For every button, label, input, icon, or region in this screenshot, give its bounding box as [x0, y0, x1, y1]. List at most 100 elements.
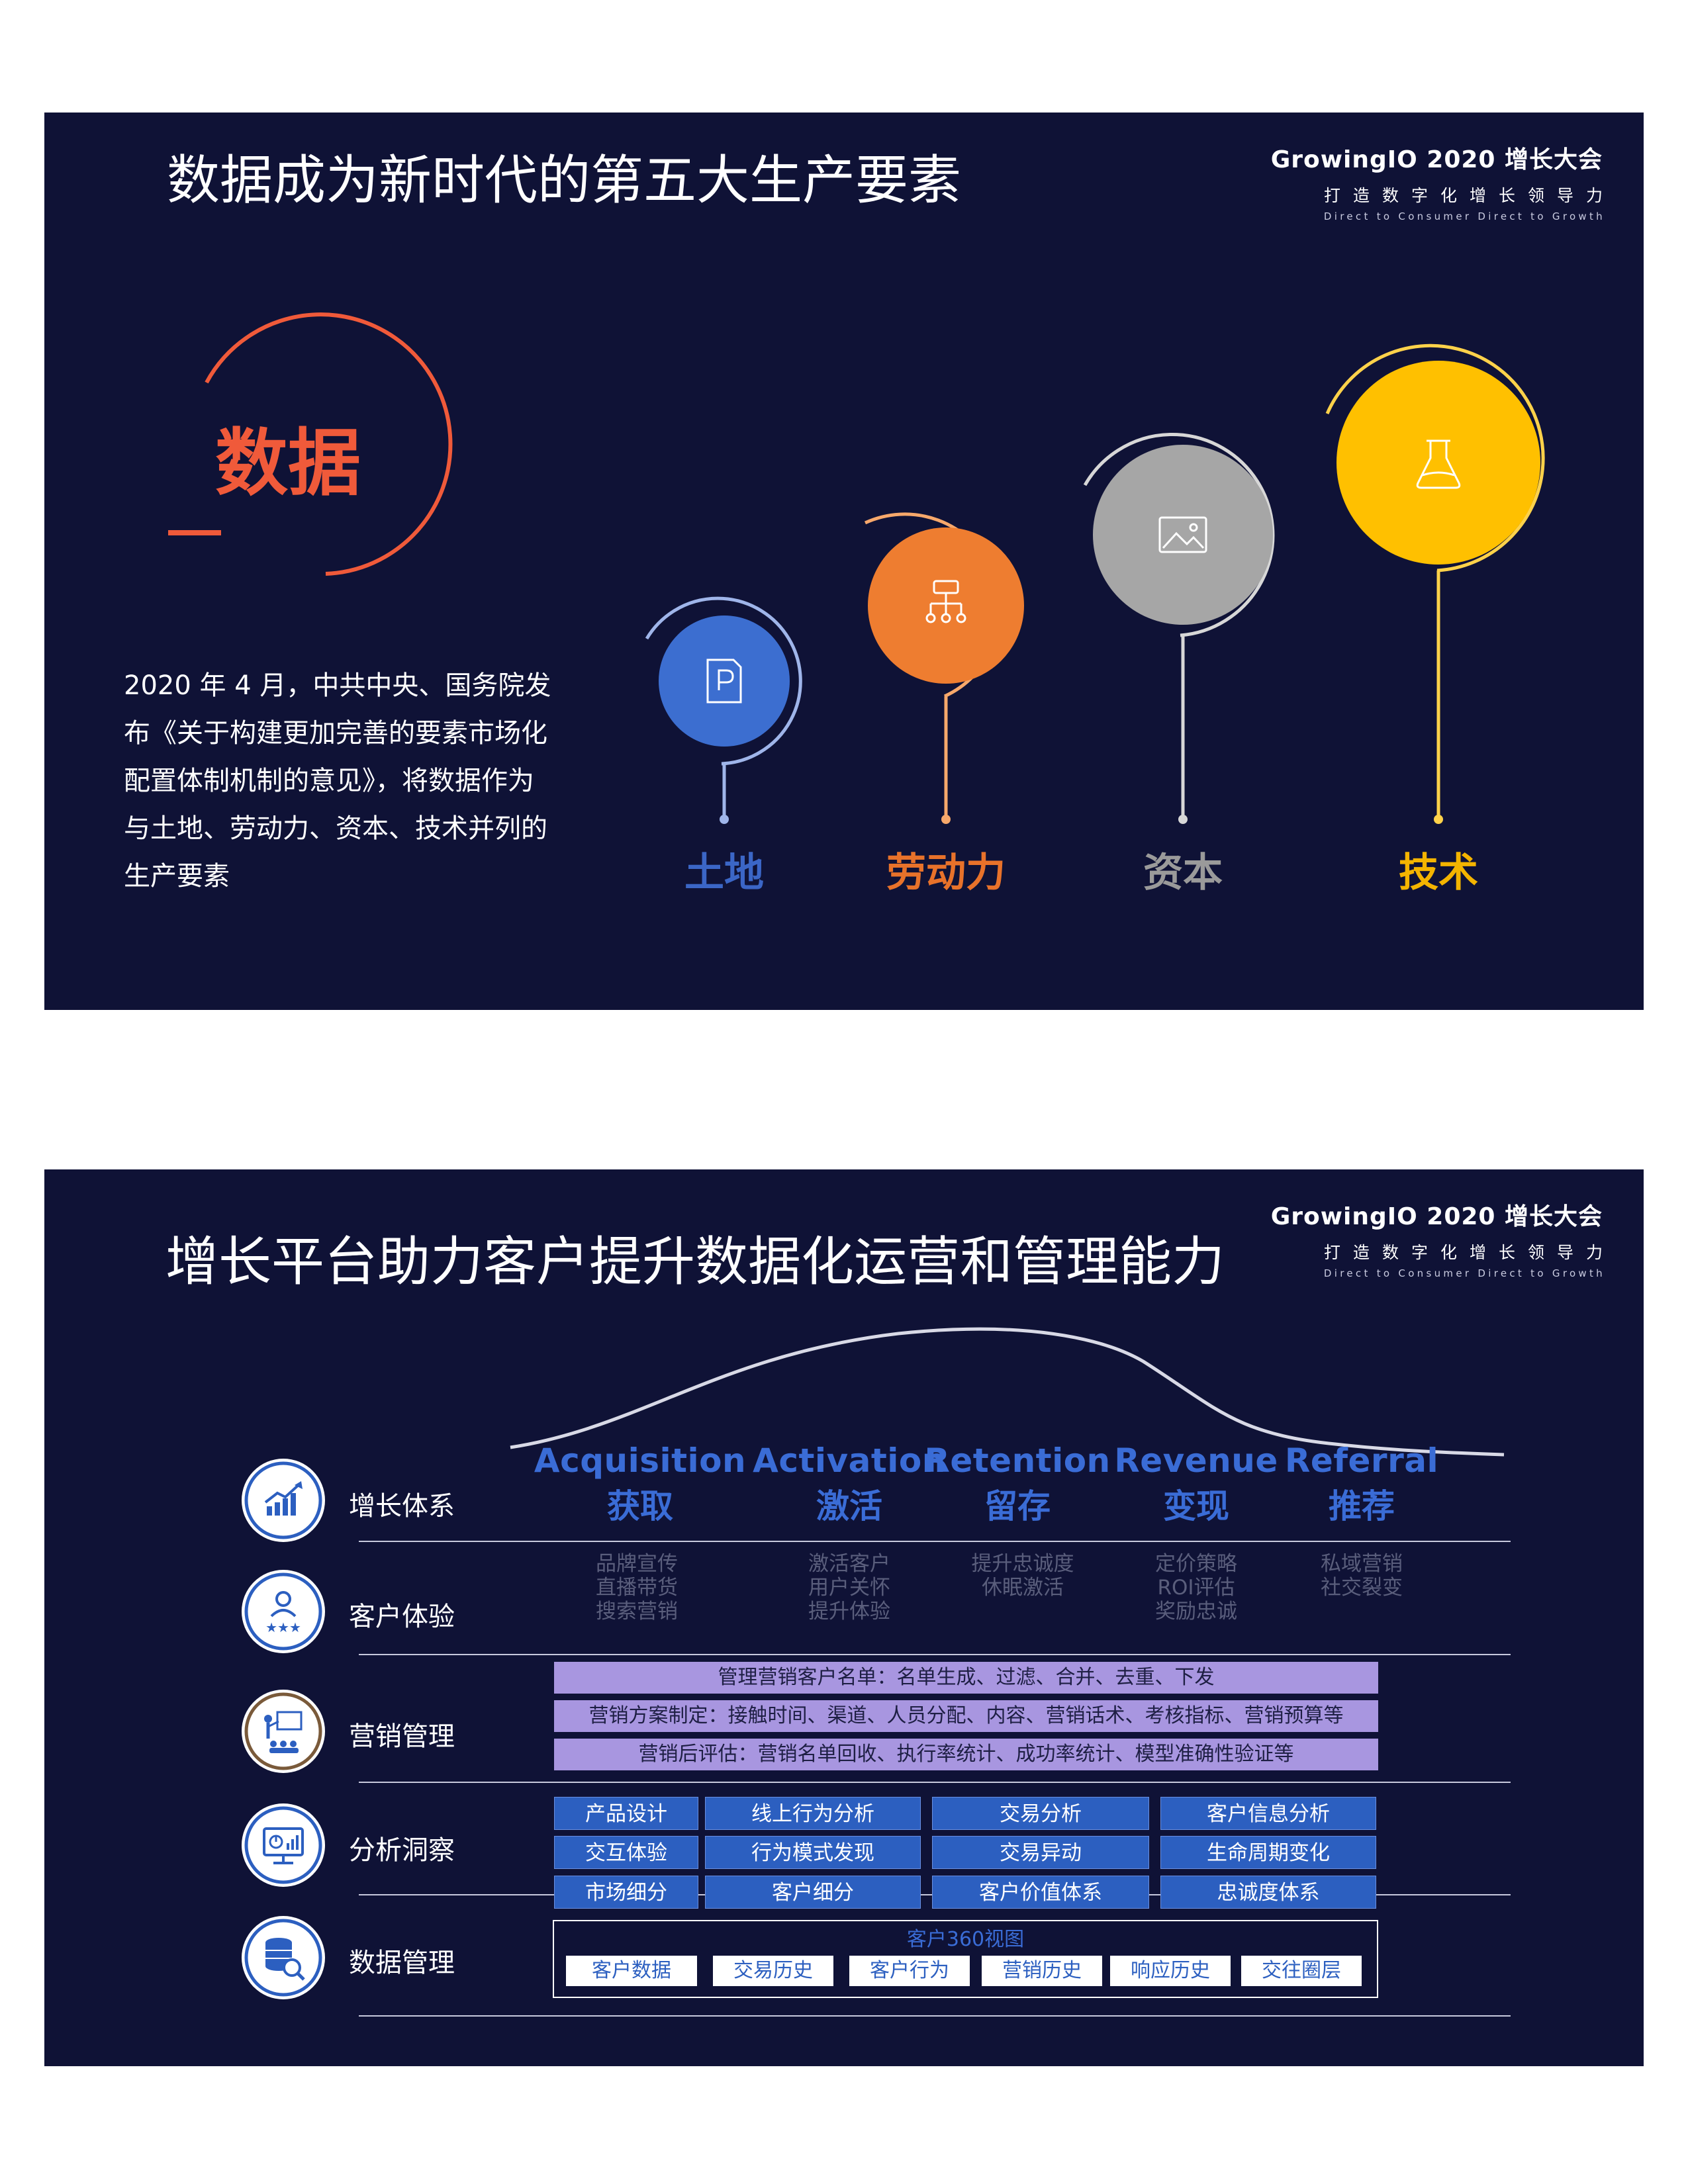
svg-text:★★★: ★★★ [265, 1619, 301, 1635]
row-divider [359, 2015, 1511, 2017]
data-item: 营销历史 [982, 1956, 1102, 1986]
stage-retention: Retention 留存 [918, 1441, 1117, 1527]
document-icon [706, 659, 742, 704]
customer-rating-icon: ★★★ [242, 1570, 325, 1653]
analysis-item: 市场细分 [554, 1876, 698, 1909]
analysis-item: 生命周期变化 [1160, 1836, 1376, 1869]
paragraph-line: 配置体制机制的意见》，将数据作为 [124, 766, 534, 796]
data-item: 交往圈层 [1241, 1956, 1362, 1986]
factor-tech-circle [1336, 361, 1540, 565]
growth-chart-icon [242, 1459, 325, 1542]
factor-graphics [645, 343, 1545, 824]
slide-title: 增长平台助力客户提升数据化运营和管理能力 [165, 1231, 1225, 1293]
stage-cn: 获取 [607, 1487, 673, 1525]
data-item: 响应历史 [1110, 1956, 1231, 1986]
row-label-growth: 增长体系 [349, 1491, 455, 1522]
stage-en: Retention [924, 1441, 1111, 1480]
factor-labor [864, 512, 1024, 824]
brand-block: GrowingIO 2020 增长大会 打造数字化增长领导力 Direct to… [1271, 1197, 1603, 1279]
stage-revenue: Revenue 变现 [1097, 1441, 1295, 1527]
lifecycle-curve [510, 1327, 1505, 1457]
brand-slogan-cn: 打造数字化增长领导力 [1323, 1243, 1615, 1262]
stage-referral: Referral 推荐 [1269, 1441, 1454, 1527]
customer-360-box: 客户360视图 客户数据 交易历史 客户行为 营销历史 响应历史 交往圈层 [553, 1920, 1378, 1998]
hero-dash [168, 530, 221, 535]
experience-item: 社交裂变 [1321, 1576, 1403, 1600]
row-divider [359, 1541, 1511, 1542]
experience-referral: 私域营销 社交裂变 [1276, 1552, 1448, 1600]
experience-revenue: 定价策略 ROI评估 奖励忠诚 [1110, 1552, 1282, 1623]
experience-item: 休眠激活 [982, 1576, 1064, 1600]
analysis-item: 线上行为分析 [705, 1797, 921, 1830]
paragraph-line: 2020 年 4 月，中共中央、国务院发 [124, 670, 551, 701]
image-icon [1158, 516, 1207, 553]
row-label-marketing: 营销管理 [349, 1721, 455, 1752]
experience-item: ROI评估 [1157, 1576, 1235, 1600]
data-item: 客户行为 [849, 1956, 970, 1986]
paragraph-line: 布《关于构建更加完善的要素市场化 [124, 718, 547, 749]
stage-en: Revenue [1114, 1441, 1278, 1480]
brand-name: GrowingIO 2020 增长大会 [1270, 146, 1603, 173]
analysis-item: 客户价值体系 [932, 1876, 1149, 1909]
experience-item: 品牌宣传 [596, 1552, 678, 1576]
analysis-item: 交易分析 [932, 1797, 1149, 1830]
experience-item: 搜索营销 [596, 1600, 678, 1623]
stage-activation: Activation 激活 [737, 1441, 962, 1527]
experience-item: 提升体验 [808, 1600, 890, 1623]
hero-arc [205, 312, 453, 576]
analysis-item: 行为模式发现 [705, 1836, 921, 1869]
experience-item: 激活客户 [808, 1552, 890, 1576]
slide-data-factors: 数据成为新时代的第五大生产要素 GrowingIO 2020 增长大会 打造数字… [44, 113, 1644, 1010]
stage-cn: 变现 [1163, 1487, 1229, 1525]
marketing-bar: 管理营销客户名单：名单生成、过滤、合并、去重、下发 [554, 1662, 1378, 1694]
experience-item: 直播带货 [596, 1576, 678, 1600]
slide-growth-platform: 增长平台助力客户提升数据化运营和管理能力 GrowingIO 2020 增长大会… [44, 1169, 1644, 2066]
row-label-experience: 客户体验 [349, 1602, 455, 1632]
factor-capital [1083, 433, 1275, 824]
intro-paragraph: 2020 年 4 月，中共中央、国务院发 布《关于构建更加完善的要素市场化 配置… [124, 662, 561, 900]
presentation-icon [242, 1690, 325, 1773]
experience-item: 私域营销 [1321, 1552, 1403, 1576]
slide-title: 数据成为新时代的第五大生产要素 [167, 150, 961, 211]
factor-label-tech: 技术 [1399, 850, 1478, 896]
row-label-data: 数据管理 [349, 1948, 455, 1978]
experience-item: 奖励忠诚 [1155, 1600, 1237, 1623]
analytics-dashboard-icon [242, 1803, 325, 1887]
experience-retention: 提升忠诚度 休眠激活 [937, 1552, 1109, 1600]
analysis-item: 忠诚度体系 [1160, 1876, 1376, 1909]
paragraph-line: 与土地、劳动力、资本、技术并列的 [124, 813, 547, 844]
factor-land-circle [659, 615, 790, 747]
data-item: 客户数据 [566, 1956, 697, 1986]
marketing-bar: 营销方案制定：接触时间、渠道、人员分配、内容、营销话术、考核指标、营销预算等 [554, 1700, 1378, 1732]
data-item: 交易历史 [713, 1956, 833, 1986]
stage-en: Referral [1284, 1441, 1439, 1480]
factor-tech [1325, 343, 1545, 824]
experience-item: 用户关怀 [808, 1576, 890, 1600]
brand-slogan-en: Direct to Consumer Direct to Growth [1323, 1267, 1605, 1279]
database-search-icon [242, 1916, 325, 1999]
factor-label-labor: 劳动力 [886, 850, 1006, 896]
flask-icon [1416, 439, 1461, 489]
factor-capital-circle [1093, 445, 1273, 625]
factor-label-capital: 资本 [1143, 850, 1223, 896]
paragraph-line: 生产要素 [124, 861, 230, 891]
row-divider [359, 1654, 1511, 1655]
analysis-item: 客户信息分析 [1160, 1797, 1376, 1830]
analysis-item: 客户细分 [705, 1876, 921, 1909]
brand-slogan-cn: 打造数字化增长领导力 [1323, 186, 1615, 205]
brand-slogan-en: Direct to Consumer Direct to Growth [1323, 210, 1605, 222]
experience-item: 定价策略 [1155, 1552, 1237, 1576]
experience-item: 提升忠诚度 [971, 1552, 1074, 1576]
analysis-item: 交易异动 [932, 1836, 1149, 1869]
stage-acquisition: Acquisition 获取 [528, 1441, 753, 1527]
experience-acquisition: 品牌宣传 直播带货 搜索营销 [551, 1552, 723, 1623]
hero-label: 数据 [215, 421, 361, 506]
stage-cn: 留存 [984, 1487, 1051, 1525]
brand-name: GrowingIO 2020 增长大会 [1270, 1203, 1603, 1230]
factor-land [645, 596, 802, 824]
analysis-item: 产品设计 [554, 1797, 698, 1830]
factor-label-land: 土地 [684, 850, 764, 896]
stage-en: Activation [753, 1441, 946, 1480]
brand-block: GrowingIO 2020 增长大会 打造数字化增长领导力 Direct to… [1271, 140, 1603, 222]
stage-en: Acquisition [534, 1441, 747, 1480]
